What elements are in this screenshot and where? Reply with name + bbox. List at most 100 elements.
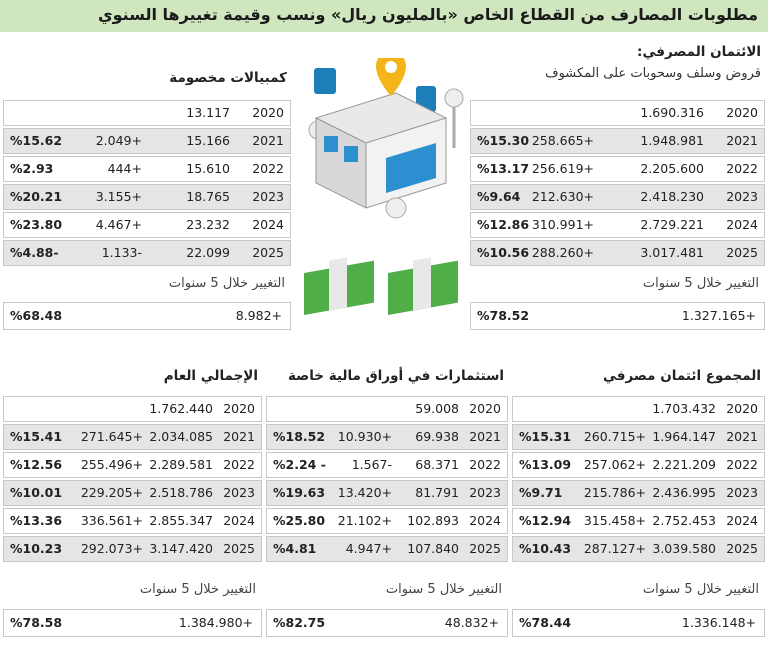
table-row: 2023 2.418.230 212.630+ %9.64 <box>470 184 765 210</box>
change-label: التغيير خلال 5 سنوات <box>139 582 256 597</box>
change: 21.102+ <box>337 513 392 528</box>
year: 2020 <box>726 401 758 416</box>
percent: %10.01 <box>10 485 63 500</box>
change: 215.786+ <box>583 485 646 500</box>
table-row: 2020 1.703.432 <box>512 396 765 422</box>
change: 287.127+ <box>583 541 646 556</box>
value: 2.205.600 <box>640 161 704 176</box>
value: 2.518.786 <box>149 485 213 500</box>
section-title: الائتمان المصرفي: <box>637 44 761 60</box>
change: 257.062+ <box>583 457 646 472</box>
year: 2023 <box>469 485 501 500</box>
change: 315.458+ <box>583 513 646 528</box>
value: 69.938 <box>415 429 459 444</box>
change: 2.049+ <box>95 133 142 148</box>
table-row: 2022 2.221.209 257.062+ %13.09 <box>512 452 765 478</box>
year: 2021 <box>726 133 758 148</box>
total-row: 1.336.148+ %78.44 <box>512 609 765 637</box>
percent: %13.36 <box>10 513 63 528</box>
percent: %20.21 <box>10 189 63 204</box>
percent: %10.23 <box>10 541 63 556</box>
change: 10.930+ <box>337 429 392 444</box>
year: 2023 <box>726 485 758 500</box>
value: 18.765 <box>186 189 230 204</box>
change: 13.420+ <box>337 485 392 500</box>
change: 212.630+ <box>531 189 594 204</box>
change: 1.567- <box>351 457 392 472</box>
change-label: التغيير خلال 5 سنوات <box>642 582 759 597</box>
value: 23.232 <box>186 217 230 232</box>
value: 2.418.230 <box>640 189 704 204</box>
percent: %2.93 <box>10 161 54 176</box>
change: 229.205+ <box>80 485 143 500</box>
table-row: 2025 3.147.420 292.073+ %10.23 <box>3 536 262 562</box>
section-title: المجموع ائتمان مصرفي <box>602 368 761 384</box>
table-row: 2021 69.938 10.930+ %18.52 <box>266 424 508 450</box>
change: 260.715+ <box>583 429 646 444</box>
illustration <box>304 58 464 315</box>
value: 1.948.981 <box>640 133 704 148</box>
change-total: 48.832+ <box>444 615 499 630</box>
value: 3.017.481 <box>640 245 704 260</box>
percent: %10.43 <box>519 541 572 556</box>
year: 2024 <box>223 513 255 528</box>
change: 255.496+ <box>80 457 143 472</box>
table-row: 2022 68.371 1.567- %2.24 - <box>266 452 508 478</box>
title: مطلوبات المصارف من القطاع الخاص «بالمليو… <box>97 5 758 24</box>
year: 2024 <box>469 513 501 528</box>
value: 68.371 <box>415 457 459 472</box>
change: 4.467+ <box>95 217 142 232</box>
value: 15.610 <box>186 161 230 176</box>
percent: %2.24 - <box>273 457 326 472</box>
value: 15.166 <box>186 133 230 148</box>
percent: %10.56 <box>477 245 530 260</box>
table-row: 2020 1.762.440 <box>3 396 262 422</box>
year: 2024 <box>252 217 284 232</box>
change-percent: %78.58 <box>10 615 63 630</box>
percent: %18.52 <box>273 429 326 444</box>
year: 2023 <box>223 485 255 500</box>
value: 2.752.453 <box>652 513 716 528</box>
change: 271.645+ <box>80 429 143 444</box>
change: 292.073+ <box>80 541 143 556</box>
table-row: 2020 13.117 <box>3 100 291 126</box>
table-row: 2024 2.855.347 336.561+ %13.36 <box>3 508 262 534</box>
change: 444+ <box>107 161 142 176</box>
value: 22.099 <box>186 245 230 260</box>
change: 256.619+ <box>531 161 594 176</box>
year: 2025 <box>469 541 501 556</box>
table-row: 2021 15.166 2.049+ %15.62 <box>3 128 291 154</box>
table-row: 2024 2.752.453 315.458+ %12.94 <box>512 508 765 534</box>
table-row: 2021 1.948.981 258.665+ %15.30 <box>470 128 765 154</box>
change-label: التغيير خلال 5 سنوات <box>168 276 285 291</box>
change: 3.155+ <box>95 189 142 204</box>
year: 2022 <box>726 457 758 472</box>
percent: %9.64 <box>477 189 521 204</box>
section-title: كمبيالات مخصومة <box>169 70 287 86</box>
change-total: 8.982+ <box>235 308 282 323</box>
year: 2020 <box>223 401 255 416</box>
table-row: 2023 81.791 13.420+ %19.63 <box>266 480 508 506</box>
year: 2021 <box>469 429 501 444</box>
percent: %12.56 <box>10 457 63 472</box>
change: 258.665+ <box>531 133 594 148</box>
year: 2025 <box>223 541 255 556</box>
percent: %15.62 <box>10 133 63 148</box>
percent: %15.31 <box>519 429 572 444</box>
percent: %13.09 <box>519 457 572 472</box>
percent: %13.17 <box>477 161 530 176</box>
value: 2.221.209 <box>652 457 716 472</box>
year: 2025 <box>252 245 284 260</box>
table-row: 2022 15.610 444+ %2.93 <box>3 156 291 182</box>
change-total: 1.327.165+ <box>681 308 756 323</box>
change: 4.947+ <box>345 541 392 556</box>
year: 2022 <box>223 457 255 472</box>
title-bar: مطلوبات المصارف من القطاع الخاص «بالمليو… <box>0 0 768 32</box>
change-percent: %82.75 <box>273 615 326 630</box>
year: 2023 <box>726 189 758 204</box>
change-label: التغيير خلال 5 سنوات <box>642 276 759 291</box>
percent: %25.80 <box>273 513 326 528</box>
section-title: الإجمالي العام <box>163 368 258 384</box>
year: 2023 <box>252 189 284 204</box>
